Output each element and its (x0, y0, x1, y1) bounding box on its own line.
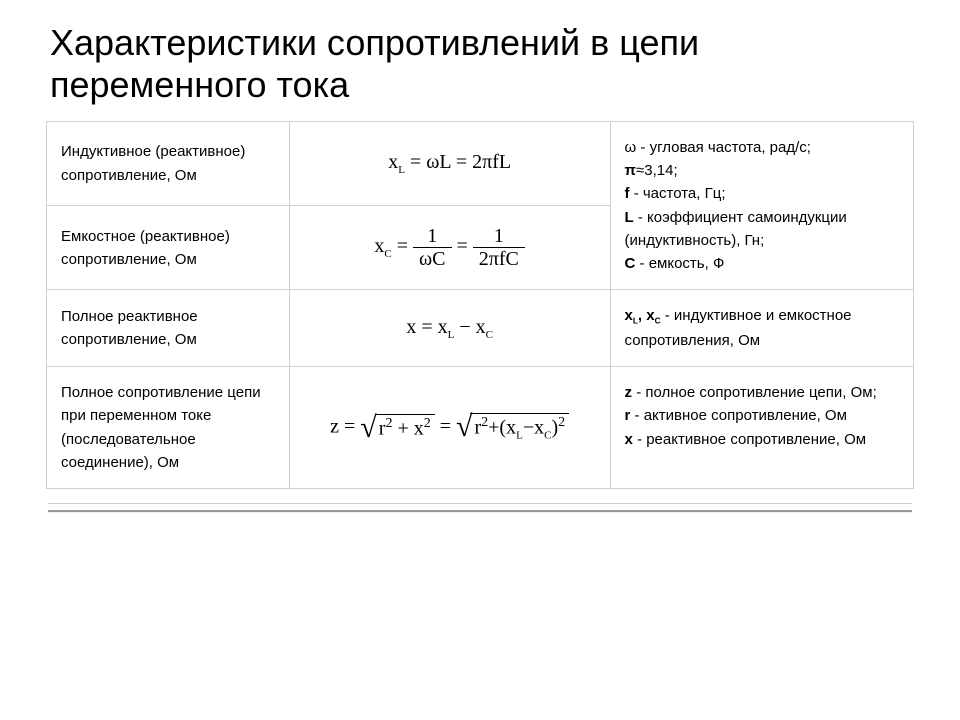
resistance-description: Индуктивное (реактивное) сопротивление, … (47, 121, 290, 205)
resistance-notes: xL, xC - индуктивное и емкостное сопроти… (610, 290, 913, 367)
resistance-description: Полное сопротивление цепи при переменном… (47, 367, 290, 489)
resistance-formula: x = xL − xC (289, 290, 610, 367)
resistance-description: Полное реактивное сопротивление, Ом (47, 290, 290, 367)
table-row: Полное реактивное сопротивление, Омx = x… (47, 290, 914, 367)
resistance-notes: z - полное сопротивление цепи, Ом;r - ак… (610, 367, 913, 489)
resistance-table: Индуктивное (реактивное) сопротивление, … (46, 121, 914, 489)
resistance-formula: xC = 1ωC = 12πfC (289, 206, 610, 290)
resistance-formula: z = √r2 + x2 = √r2+(xL−xC)2 (289, 367, 610, 489)
slide-footer-rule (48, 503, 912, 512)
slide-title: Характеристики сопротивлений в цепи пере… (50, 22, 914, 107)
resistance-notes: ω - угловая частота, рад/с;π≈3,14;f - ча… (610, 121, 913, 290)
table-row: Индуктивное (реактивное) сопротивление, … (47, 121, 914, 205)
resistance-description: Емкостное (реактивное) сопротивление, Ом (47, 206, 290, 290)
resistance-formula: xL = ωL = 2πfL (289, 121, 610, 205)
table-row: Полное сопротивление цепи при переменном… (47, 367, 914, 489)
